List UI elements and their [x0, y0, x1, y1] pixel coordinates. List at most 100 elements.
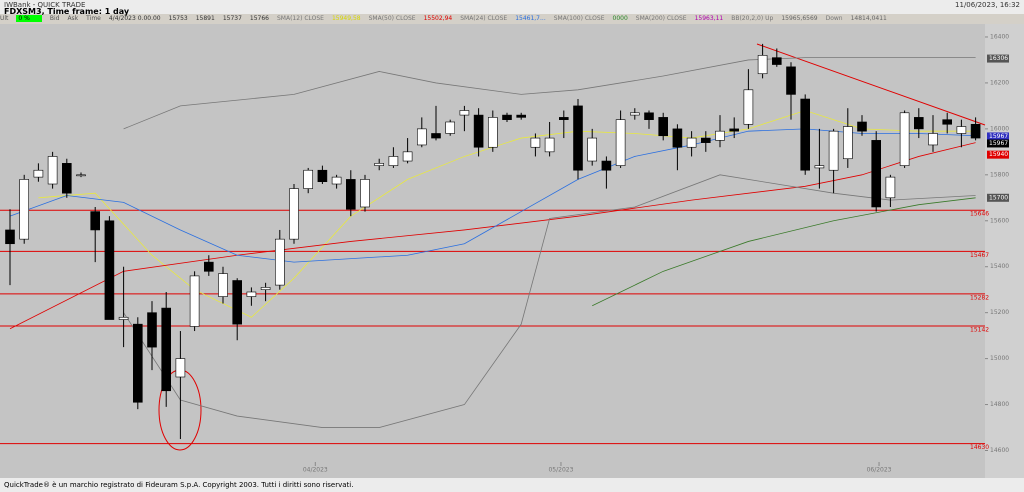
info-field: 14814,0411	[850, 15, 887, 22]
info-field: 15949,58	[331, 15, 361, 22]
candle-body	[90, 211, 100, 231]
price-marker-label: 15967	[989, 140, 1008, 147]
indicator-line	[9, 128, 976, 263]
header: IWBank - QUICK TRADE 11/06/2023, 16:32	[0, 0, 1024, 14]
info-field: 15737	[222, 15, 242, 22]
y-tick-label: 14800	[990, 401, 1009, 408]
candle-body	[189, 275, 200, 327]
candle-body	[388, 156, 399, 166]
price-marker	[987, 132, 1009, 141]
candle-body	[416, 128, 427, 146]
info-field: 0 %	[16, 15, 42, 22]
candle-body	[814, 165, 825, 169]
candle-body	[118, 316, 129, 320]
candle-body	[232, 280, 242, 325]
info-field: SMA(24) CLOSE	[460, 15, 508, 22]
candle-body	[487, 117, 498, 148]
candle-body	[289, 188, 299, 240]
info-field: 15766	[249, 15, 269, 22]
candle-body	[629, 112, 640, 116]
candle-body	[729, 128, 740, 132]
candle-body	[274, 238, 285, 286]
candle-body	[786, 66, 796, 95]
candle-body	[61, 163, 72, 194]
y-tick-label: 15600	[990, 217, 1009, 224]
info-field: 15753	[168, 15, 188, 22]
candle-body	[942, 119, 953, 125]
price-marker-label: 15967	[989, 133, 1008, 140]
info-field: 15965,6569	[781, 15, 818, 22]
price-marker	[987, 150, 1009, 159]
axis-bg	[985, 24, 1024, 478]
candle-body	[516, 114, 527, 118]
candle-body	[857, 121, 867, 132]
candle-body	[502, 114, 512, 120]
candle-body	[913, 117, 924, 130]
price-marker-label: 15940	[989, 151, 1008, 158]
candle-body	[5, 229, 15, 245]
info-field: Ask	[67, 15, 79, 22]
candle-body	[473, 114, 484, 148]
x-tick-label: 05/2023	[548, 467, 573, 474]
candle-body	[658, 117, 669, 137]
candle-body	[260, 287, 271, 290]
y-tick-label: 16200	[990, 79, 1009, 86]
candle-body	[19, 179, 30, 240]
info-field: Ult	[0, 15, 9, 22]
candle-body	[445, 121, 456, 134]
instrument: FDXSM3, Time frame: 1 day	[4, 7, 130, 16]
x-tick-label: 04/2023	[303, 467, 328, 474]
candle-body	[402, 151, 413, 162]
candle-body	[104, 220, 115, 320]
candle-body	[672, 128, 683, 148]
y-tick-label: 14600	[990, 447, 1009, 454]
candle-body	[147, 312, 157, 348]
info-field: BB(20,2,0) Up	[731, 15, 774, 22]
candle-body	[700, 137, 711, 143]
level-label: 15467	[970, 252, 989, 259]
candle-body	[828, 130, 839, 171]
price-marker-label: 16306	[989, 55, 1008, 62]
candle-body	[431, 133, 441, 139]
price-marker	[987, 139, 1009, 148]
candle-body	[743, 89, 754, 125]
candle-body	[573, 105, 583, 171]
candle-body	[615, 119, 626, 166]
candle-body	[800, 98, 811, 171]
candle-body	[317, 169, 328, 183]
y-tick-label: 15400	[990, 263, 1009, 270]
info-field: SMA(12) CLOSE	[277, 15, 324, 22]
price-marker-label: 15700	[989, 194, 1008, 201]
candle-body	[757, 55, 768, 75]
candle-body	[928, 133, 938, 146]
candle-body	[530, 137, 541, 148]
candle-body	[33, 169, 44, 178]
y-tick-label: 15800	[990, 171, 1009, 178]
level-label: 15646	[970, 211, 989, 218]
info-field: 4/4/2023 0.00.00	[108, 15, 161, 22]
info-field: SMA(100) CLOSE	[553, 15, 605, 22]
info-field: 0000	[612, 15, 628, 22]
candle-body	[161, 307, 171, 392]
candle-body	[360, 179, 370, 208]
candle-body	[601, 160, 612, 171]
level-label: 15282	[970, 294, 989, 301]
info-field: Bid	[49, 15, 60, 22]
trendline	[756, 43, 986, 126]
level-label: 14630	[970, 444, 989, 451]
info-field: 15891	[195, 15, 215, 22]
candle-body	[558, 117, 569, 120]
candle-body	[771, 57, 782, 65]
indicator-line	[592, 197, 976, 307]
candle-body	[218, 273, 228, 297]
y-tick-label: 16400	[990, 33, 1009, 40]
candle-body	[204, 261, 214, 272]
indicator-line	[123, 174, 976, 428]
y-tick-label: 16000	[990, 125, 1009, 132]
info-field: 15963,11	[694, 15, 724, 22]
candle-body	[644, 112, 654, 120]
candle-body	[899, 112, 910, 166]
info-field: 15461,7...	[515, 15, 546, 22]
candle-body	[345, 179, 356, 210]
